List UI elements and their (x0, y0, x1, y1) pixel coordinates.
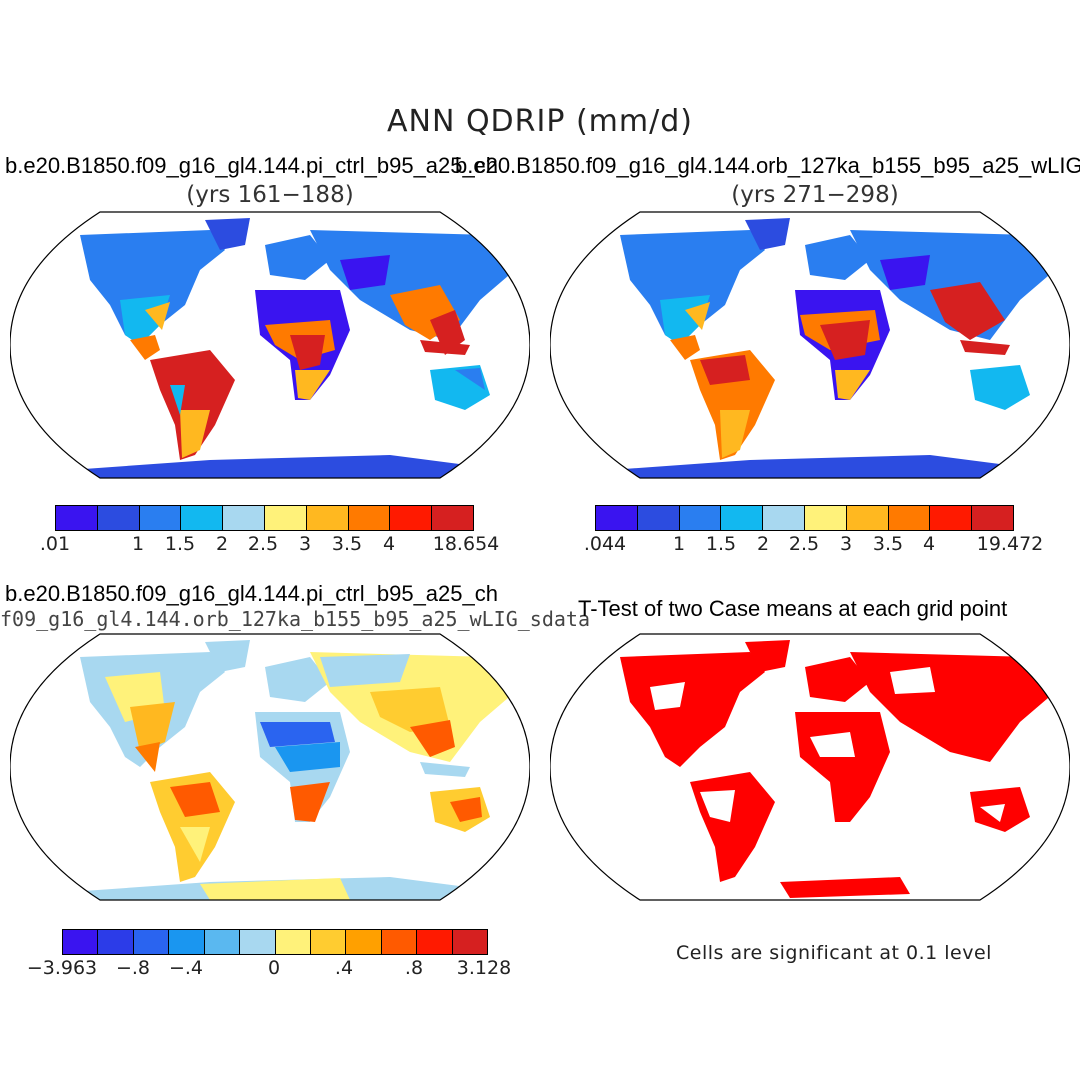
south-america-sig (690, 772, 775, 882)
colorbar-swatch (348, 506, 391, 530)
colorbar-swatch (417, 930, 453, 954)
colorbar-tick-label: 18.654 (432, 533, 500, 555)
colorbar-tick-label: 4 (382, 533, 396, 555)
colorbar-tick-label: 2.5 (247, 533, 279, 555)
africa-sig (795, 712, 890, 822)
panel-bl-subtitle: f09_g16_gl4.144.orb_127ka_b155_b95_a25_w… (0, 607, 591, 631)
europe-land (805, 235, 870, 280)
colorbar-swatch (346, 930, 382, 954)
colorbar-swatch (264, 506, 307, 530)
panel-tl-years: (yrs 161−188) (186, 182, 354, 208)
colorbar-swatch (452, 930, 488, 954)
colorbar-tick-label: .01 (39, 533, 71, 555)
colorbar-tick-label: 3 (298, 533, 312, 555)
colorbar-swatch (381, 930, 418, 954)
colorbar-tick-label: 3.5 (872, 533, 904, 555)
colorbar-tick-label: 1.5 (705, 533, 737, 555)
colorbar-swatch (763, 506, 805, 530)
greenland-sig (745, 640, 790, 672)
colorbar-tick-label: 3.128 (456, 957, 512, 979)
colorbar-swatch (275, 930, 311, 954)
colorbar-tick-label: .8 (404, 957, 424, 979)
colorbar-tick-label: .044 (583, 533, 627, 555)
colorbar-swatch (846, 506, 889, 530)
antarctica-land (10, 455, 530, 478)
panel-bl-case-title: b.e20.B1850.f09_g16_gl4.144.pi_ctrl_b95_… (5, 581, 498, 606)
panel-tl-case-title: b.e20.B1850.f09_g16_gl4.144.pi_ctrl_b95_… (5, 153, 498, 178)
colorbar-swatch (97, 506, 140, 530)
colorbar-tick-label: 1 (131, 533, 145, 555)
antarctica-land (550, 455, 1070, 478)
colorbar-swatch (637, 506, 680, 530)
colorbar-tick-label: .4 (334, 957, 354, 979)
colorbar-swatch (596, 506, 638, 530)
north-america-land (80, 230, 225, 345)
colorbar-swatch (98, 930, 134, 954)
colorbar-swatch (169, 930, 205, 954)
panel-tl-colorbar (55, 505, 474, 531)
colorbar-tick-label: 3 (839, 533, 853, 555)
greenland-land (205, 218, 250, 250)
colorbar-swatch (804, 506, 847, 530)
colorbar-swatch (310, 930, 347, 954)
colorbar-tick-label: 4 (922, 533, 936, 555)
colorbar-swatch (204, 930, 241, 954)
australia-land (970, 365, 1030, 410)
panel-tr-years: (yrs 271−298) (731, 182, 899, 208)
colorbar-tick-label: 2.5 (788, 533, 820, 555)
colorbar-swatch (721, 506, 764, 530)
colorbar-swatch (930, 506, 973, 530)
figure-title: ANN QDRIP (mm/d) (387, 104, 693, 139)
north-america-sig (620, 652, 765, 767)
colorbar-swatch (133, 930, 170, 954)
panel-tr-map (550, 211, 1070, 479)
greenland-land (745, 218, 790, 250)
colorbar-tick-label: −.4 (168, 957, 204, 979)
significance-note: Cells are significant at 0.1 level (676, 942, 992, 964)
colorbar-tick-label: 3.5 (331, 533, 363, 555)
colorbar-tick-label: 1 (672, 533, 686, 555)
colorbar-swatch (181, 506, 224, 530)
south-america-land (150, 350, 235, 460)
greenland-land (205, 640, 250, 672)
colorbar-swatch (390, 506, 433, 530)
colorbar-swatch (223, 506, 265, 530)
colorbar-tick-label: 1.5 (164, 533, 196, 555)
europe-land (265, 657, 330, 702)
colorbar-tick-label: 19.472 (976, 533, 1044, 555)
colorbar-swatch (56, 506, 98, 530)
colorbar-tick-label: −.8 (115, 957, 151, 979)
colorbar-swatch (63, 930, 99, 954)
colorbar-swatch (888, 506, 931, 530)
panel-tr-case-title: b.e20.B1850.f09_g16_gl4.144.orb_127ka_b1… (455, 153, 1080, 178)
antarctica-sig (780, 877, 910, 898)
colorbar-tick-label: 0 (267, 957, 281, 979)
panel-br-title: T-Test of two Case means at each grid po… (578, 596, 1008, 621)
colorbar-swatch (240, 930, 276, 954)
asia-land (850, 230, 1055, 340)
colorbar-swatch (679, 506, 722, 530)
north-america-land (620, 230, 765, 345)
colorbar-tick-label: 2 (215, 533, 229, 555)
panel-tr-colorbar (595, 505, 1014, 531)
europe-sig (805, 657, 870, 702)
europe-land (265, 235, 330, 280)
asia-land (310, 230, 515, 340)
colorbar-swatch (139, 506, 182, 530)
panel-bl-colorbar (62, 929, 488, 955)
panel-bl-map (10, 633, 530, 901)
panel-br-map (550, 633, 1070, 901)
colorbar-swatch (432, 506, 473, 530)
panel-tl-map (10, 211, 530, 479)
colorbar-tick-label: 2 (756, 533, 770, 555)
colorbar-tick-label: −3.963 (26, 957, 98, 979)
colorbar-swatch (306, 506, 349, 530)
colorbar-swatch (972, 506, 1013, 530)
